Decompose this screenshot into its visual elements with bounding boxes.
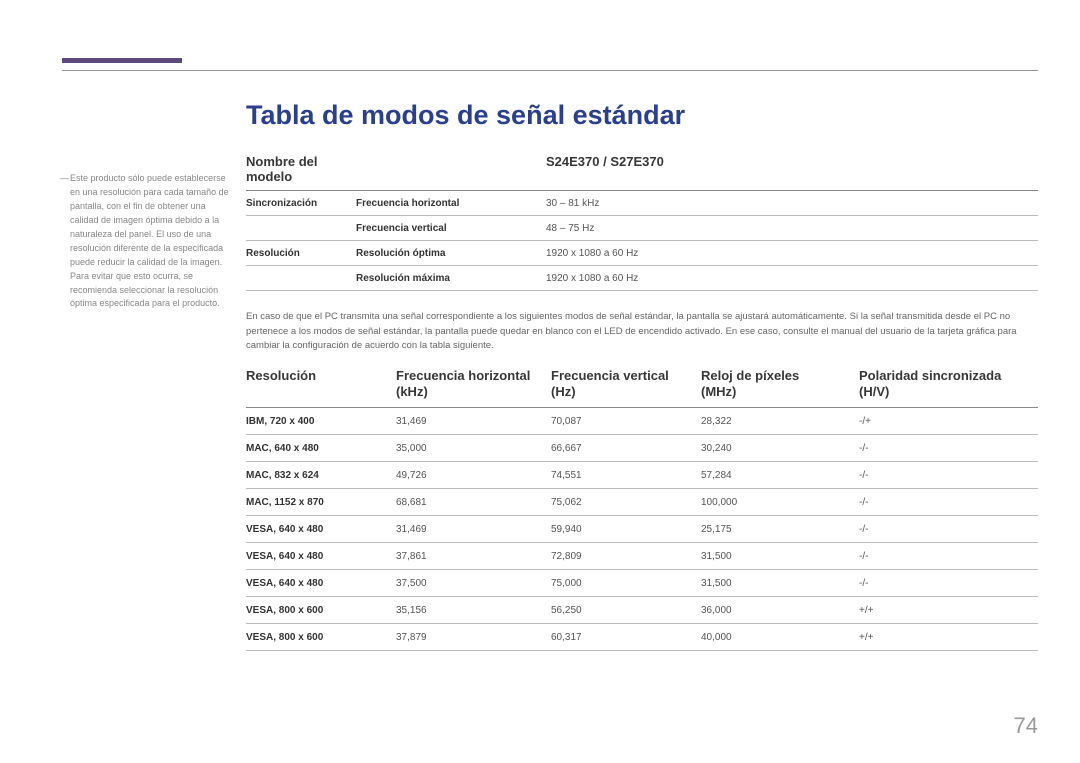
header-accent-bar (62, 58, 182, 63)
table-cell: 68,681 (396, 497, 551, 508)
header-divider (62, 70, 1038, 71)
spec-group: Sincronización (246, 198, 356, 209)
spec-row: SincronizaciónFrecuencia horizontal30 – … (246, 191, 1038, 216)
table-cell: MAC, 832 x 624 (246, 470, 396, 481)
table-cell: 72,809 (551, 551, 701, 562)
table-cell: -/- (859, 497, 1038, 508)
spec-row: Frecuencia vertical48 – 75 Hz (246, 216, 1038, 241)
table-cell: 36,000 (701, 605, 859, 616)
page-title: Tabla de modos de señal estándar (246, 100, 685, 131)
table-row: VESA, 800 x 60037,87960,31740,000+/+ (246, 624, 1038, 651)
spec-label: Frecuencia vertical (356, 223, 546, 234)
spec-group (246, 223, 356, 234)
table-cell: 75,000 (551, 578, 701, 589)
table-cell: -/- (859, 578, 1038, 589)
page-number: 74 (1014, 713, 1038, 739)
spec-row: ResoluciónResolución óptima1920 x 1080 a… (246, 241, 1038, 266)
spec-header-left: Nombre del modelo (246, 154, 356, 184)
spec-label: Resolución máxima (356, 273, 546, 284)
table-cell: 25,175 (701, 524, 859, 535)
table-cell: 37,500 (396, 578, 551, 589)
table-cell: 66,667 (551, 443, 701, 454)
table-cell: 75,062 (551, 497, 701, 508)
table-row: VESA, 640 x 48037,86172,80931,500-/- (246, 543, 1038, 570)
table-cell: -/- (859, 524, 1038, 535)
table-cell: 31,500 (701, 578, 859, 589)
table-cell: 100,000 (701, 497, 859, 508)
sidebar-footnote: ― Este producto sólo puede establecerse … (62, 172, 232, 311)
description-paragraph: En caso de que el PC transmita una señal… (246, 310, 1038, 354)
table-column-header: Frecuencia vertical(Hz) (551, 368, 701, 401)
table-cell: 74,551 (551, 470, 701, 481)
table-row: MAC, 640 x 48035,00066,66730,240-/- (246, 435, 1038, 462)
table-cell: VESA, 800 x 600 (246, 605, 396, 616)
spec-label: Frecuencia horizontal (356, 198, 546, 209)
spec-value: 30 – 81 kHz (546, 198, 1038, 209)
table-cell: 60,317 (551, 632, 701, 643)
table-cell: VESA, 640 x 480 (246, 524, 396, 535)
table-cell: VESA, 640 x 480 (246, 578, 396, 589)
table-column-header: Frecuencia horizontal(kHz) (396, 368, 551, 401)
table-row: VESA, 640 x 48031,46959,94025,175-/- (246, 516, 1038, 543)
table-cell: 56,250 (551, 605, 701, 616)
table-cell: 31,500 (701, 551, 859, 562)
table-column-header: Polaridad sincronizada(H/V) (859, 368, 1038, 401)
spec-label: Resolución óptima (356, 248, 546, 259)
table-cell: -/- (859, 470, 1038, 481)
table-cell: 35,000 (396, 443, 551, 454)
table-cell: 28,322 (701, 416, 859, 427)
table-cell: 49,726 (396, 470, 551, 481)
table-cell: -/- (859, 551, 1038, 562)
table-cell: -/+ (859, 416, 1038, 427)
spec-value: 1920 x 1080 a 60 Hz (546, 273, 1038, 284)
table-cell: -/- (859, 443, 1038, 454)
spec-row: Resolución máxima1920 x 1080 a 60 Hz (246, 266, 1038, 291)
table-row: VESA, 640 x 48037,50075,00031,500-/- (246, 570, 1038, 597)
table-cell: VESA, 640 x 480 (246, 551, 396, 562)
table-cell: 57,284 (701, 470, 859, 481)
table-row: VESA, 800 x 60035,15656,25036,000+/+ (246, 597, 1038, 624)
table-row: IBM, 720 x 40031,46970,08728,322-/+ (246, 408, 1038, 435)
table-cell: +/+ (859, 632, 1038, 643)
spec-value: 1920 x 1080 a 60 Hz (546, 248, 1038, 259)
table-cell: 35,156 (396, 605, 551, 616)
table-row: MAC, 832 x 62449,72674,55157,284-/- (246, 462, 1038, 489)
table-cell: 30,240 (701, 443, 859, 454)
table-cell: 37,879 (396, 632, 551, 643)
signal-modes-table: ResoluciónFrecuencia horizontal(kHz)Frec… (246, 368, 1038, 651)
table-cell: 31,469 (396, 524, 551, 535)
table-cell: MAC, 640 x 480 (246, 443, 396, 454)
table-cell: 31,469 (396, 416, 551, 427)
spec-group (246, 273, 356, 284)
table-column-header: Resolución (246, 368, 396, 401)
spec-header-right: S24E370 / S27E370 (546, 154, 1038, 184)
table-column-header: Reloj de píxeles(MHz) (701, 368, 859, 401)
table-cell: +/+ (859, 605, 1038, 616)
spec-group: Resolución (246, 248, 356, 259)
sidebar-footnote-text: Este producto sólo puede establecerse en… (70, 172, 232, 311)
table-cell: VESA, 800 x 600 (246, 632, 396, 643)
table-cell: IBM, 720 x 400 (246, 416, 396, 427)
spec-value: 48 – 75 Hz (546, 223, 1038, 234)
table-cell: 37,861 (396, 551, 551, 562)
table-cell: 40,000 (701, 632, 859, 643)
table-cell: MAC, 1152 x 870 (246, 497, 396, 508)
table-cell: 70,087 (551, 416, 701, 427)
table-cell: 59,940 (551, 524, 701, 535)
table-row: MAC, 1152 x 87068,68175,062100,000-/- (246, 489, 1038, 516)
model-spec-table: Nombre del modelo S24E370 / S27E370 Sinc… (246, 154, 1038, 291)
